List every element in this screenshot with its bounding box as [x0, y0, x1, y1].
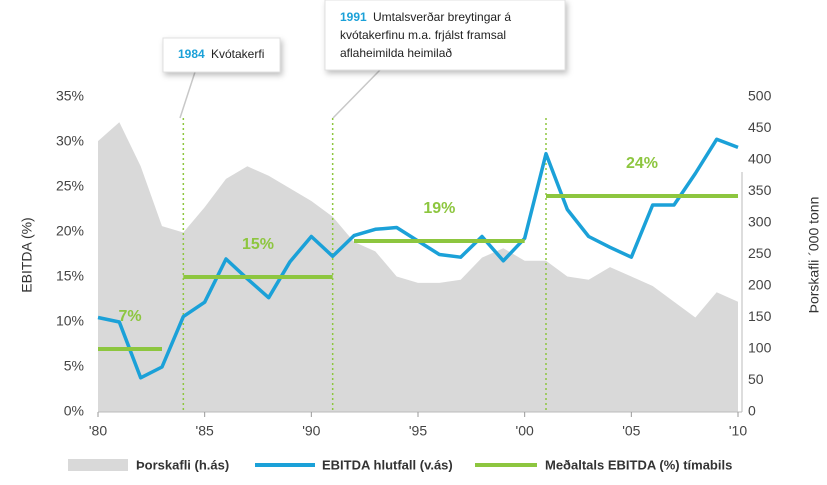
callout-pointer [179, 71, 196, 119]
average-label: 19% [423, 200, 455, 217]
y-tick-label: 0% [64, 403, 84, 419]
y2-tick-label: 400 [748, 151, 772, 167]
y2-tick-label: 500 [748, 88, 772, 104]
legend-label: EBITDA hlutfall (v.ás) [322, 457, 453, 472]
y2-tick-label: 450 [748, 119, 772, 135]
y2-tick-label: 100 [748, 340, 772, 356]
y-tick-label: 20% [56, 223, 84, 239]
y2-tick-label: 50 [748, 371, 764, 387]
average-label: 24% [626, 155, 658, 172]
y2-tick-label: 250 [748, 245, 772, 261]
annotation-box [162, 37, 281, 73]
x-tick-label: '05 [622, 423, 640, 439]
plot-area: '80 '85 '90 '95 '00 '05 '10 0% 5% 10% 15% 20% 25% 30%… [56, 88, 772, 439]
y-tick-label: 10% [56, 313, 84, 329]
y-axis-title: EBITDA (%) [19, 217, 35, 292]
x-tick-label: '95 [409, 423, 427, 439]
y2-tick-label: 350 [748, 182, 772, 198]
x-tick-label: '90 [302, 423, 320, 439]
x-tick-label: '85 [196, 423, 214, 439]
legend-label: Meðaltals EBITDA (%) tímabils [545, 457, 732, 472]
x-tick-label: '10 [729, 423, 747, 439]
annotation-box [324, 0, 566, 71]
y2-tick-label: 0 [748, 403, 756, 419]
annotation-text: Kvótakerfi [211, 47, 264, 61]
annotation-text: kvótakerfinu m.a. frjálst framsal [340, 28, 506, 42]
y2-tick-label: 200 [748, 277, 772, 293]
annotation-text: Umtalsverðar breytingar á [373, 10, 511, 24]
y-tick-label: 5% [64, 358, 84, 374]
legend-label: Þorskafli (h.ás) [136, 457, 229, 472]
x-tick-label: '00 [516, 423, 534, 439]
annotation-text: aflaheimilda heimilað [340, 46, 452, 60]
x-tick-label: '80 [89, 423, 107, 439]
y2-axis-title: Þorskafli ´000 tonn [806, 197, 822, 314]
legend-swatch [68, 459, 128, 471]
average-label: 15% [242, 236, 274, 253]
y-tick-label: 15% [56, 268, 84, 284]
y2-tick-label: 300 [748, 214, 772, 230]
area [98, 122, 738, 412]
annotation-year: 1991 [340, 10, 367, 24]
callout-pointer [332, 69, 381, 119]
annotation-year: 1984 [178, 47, 205, 61]
y2-tick-label: 150 [748, 308, 772, 324]
average-label: 7% [118, 308, 141, 325]
y-tick-label: 25% [56, 178, 84, 194]
y-tick-label: 35% [56, 88, 84, 104]
y-tick-label: 30% [56, 133, 84, 149]
